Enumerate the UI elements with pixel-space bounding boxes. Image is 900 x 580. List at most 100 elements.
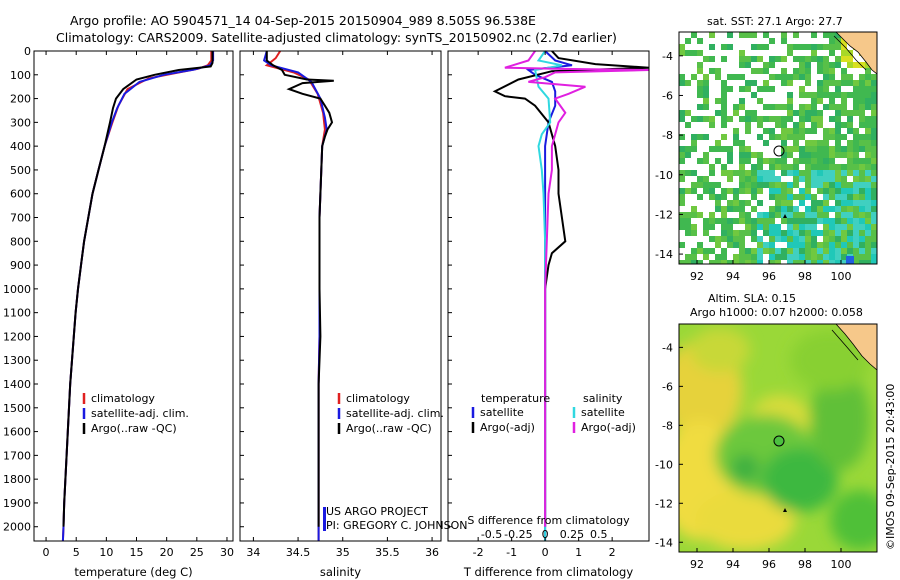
sst-cell: [823, 176, 829, 182]
difference-xtick-label-3: 1: [575, 546, 582, 559]
sst-cell: [865, 170, 871, 176]
sst-cell: [811, 260, 817, 264]
sst-cell: [691, 74, 697, 80]
sst-cell: [739, 146, 745, 152]
sst-cell: [715, 254, 721, 260]
sst-cell: [727, 224, 733, 230]
sst-cell: [841, 200, 847, 206]
sst-cell: [781, 254, 787, 260]
sst-cell: [829, 74, 835, 80]
temperature-frame: [33, 50, 234, 542]
sst-cell: [769, 176, 775, 182]
sst-cell: [721, 224, 727, 230]
sst-cell: [697, 92, 703, 98]
sst-cell: [745, 176, 751, 182]
sst-cell: [823, 74, 829, 80]
sst-cell: [793, 134, 799, 140]
sst-cell: [835, 86, 841, 92]
sst-cell: [715, 146, 721, 152]
sst-cell: [763, 62, 769, 68]
sst-cell: [733, 74, 739, 80]
sst-cell: [733, 110, 739, 116]
sst-cell: [745, 128, 751, 134]
sst-cell: [757, 68, 763, 74]
sst-cell: [721, 44, 727, 50]
sst-cell: [811, 44, 817, 50]
sla-map-label-1: Altim. SLA: 0.15: [708, 292, 796, 305]
temperature-ytick-label-18: 1800: [3, 473, 31, 486]
sst-cell: [721, 86, 727, 92]
sst-cell: [871, 98, 877, 104]
sst-cell: [793, 194, 799, 200]
sst-cell: [805, 92, 811, 98]
sst-cell: [811, 122, 817, 128]
sst-cell: [793, 122, 799, 128]
sst-cell: [865, 182, 871, 188]
sst-cell: [805, 182, 811, 188]
sst-cell: [787, 236, 793, 242]
sst-cell: [739, 236, 745, 242]
sst-cell: [835, 32, 841, 38]
sst-cell: [865, 188, 871, 194]
sst-cell: [793, 128, 799, 134]
sst-cell: [865, 248, 871, 254]
sst-cell: [835, 122, 841, 128]
sst-cell: [859, 218, 865, 224]
salinity-annotation-1: PI: GREGORY C. JOHNSON: [326, 519, 467, 532]
sst-cell: [799, 248, 805, 254]
sst-cell: [679, 134, 685, 140]
sst-cell: [871, 152, 877, 158]
sst-cell: [817, 44, 823, 50]
temperature-ytick-label-4: 400: [10, 140, 31, 153]
slaAxes-ytick-label-4: -12: [655, 497, 673, 510]
sst-cell: [769, 224, 775, 230]
sst-cell: [745, 188, 751, 194]
sst-cell: [739, 74, 745, 80]
sst-cell: [859, 92, 865, 98]
sst-cell: [817, 206, 823, 212]
sst-cell: [775, 116, 781, 122]
sst-cell: [853, 134, 859, 140]
slaAxes-ytick-label-0: -4: [662, 341, 673, 354]
sst-cell: [709, 260, 715, 264]
sst-cell: [733, 128, 739, 134]
sst-cell: [757, 86, 763, 92]
sst-cell: [835, 194, 841, 200]
sst-cell: [733, 200, 739, 206]
difference-series-1: [492, 50, 650, 527]
sst-cell: [817, 80, 823, 86]
sst-cell: [871, 128, 877, 134]
sst-cell: [751, 230, 757, 236]
footer-credit: ©IMOS 09-Sep-2015 20:43:00: [884, 384, 897, 550]
sst-cell: [823, 194, 829, 200]
sst-cell: [787, 74, 793, 80]
sst-cell: [781, 194, 787, 200]
sst-cell: [805, 80, 811, 86]
sst-cell: [679, 80, 685, 86]
sst-cell: [775, 74, 781, 80]
sst-cell: [679, 146, 685, 152]
temperature-ytick-label-19: 1900: [3, 497, 31, 510]
sst-cell: [805, 128, 811, 134]
sst-cell: [787, 206, 793, 212]
sst-cell: [685, 146, 691, 152]
sst-cell: [841, 74, 847, 80]
sst-cell: [823, 86, 829, 92]
sst-cell: [847, 182, 853, 188]
sst-cell: [811, 182, 817, 188]
sst-cell: [817, 56, 823, 62]
salinity-xlabel: salinity: [320, 565, 361, 579]
sst-cell: [685, 254, 691, 260]
sst-cell: [835, 56, 841, 62]
sst-cell: [709, 170, 715, 176]
sst-cell: [715, 68, 721, 74]
sst-cell: [793, 248, 799, 254]
sst-cell: [841, 236, 847, 242]
salinity-panel: 34 34.5 35 35.5 36 salinity climatology satelli…: [239, 50, 467, 579]
sst-cell: [739, 206, 745, 212]
sst-cell: [793, 110, 799, 116]
sst-cell: [859, 116, 865, 122]
sst-cell: [751, 116, 757, 122]
sst-cell: [715, 242, 721, 248]
sst-cell: [799, 188, 805, 194]
